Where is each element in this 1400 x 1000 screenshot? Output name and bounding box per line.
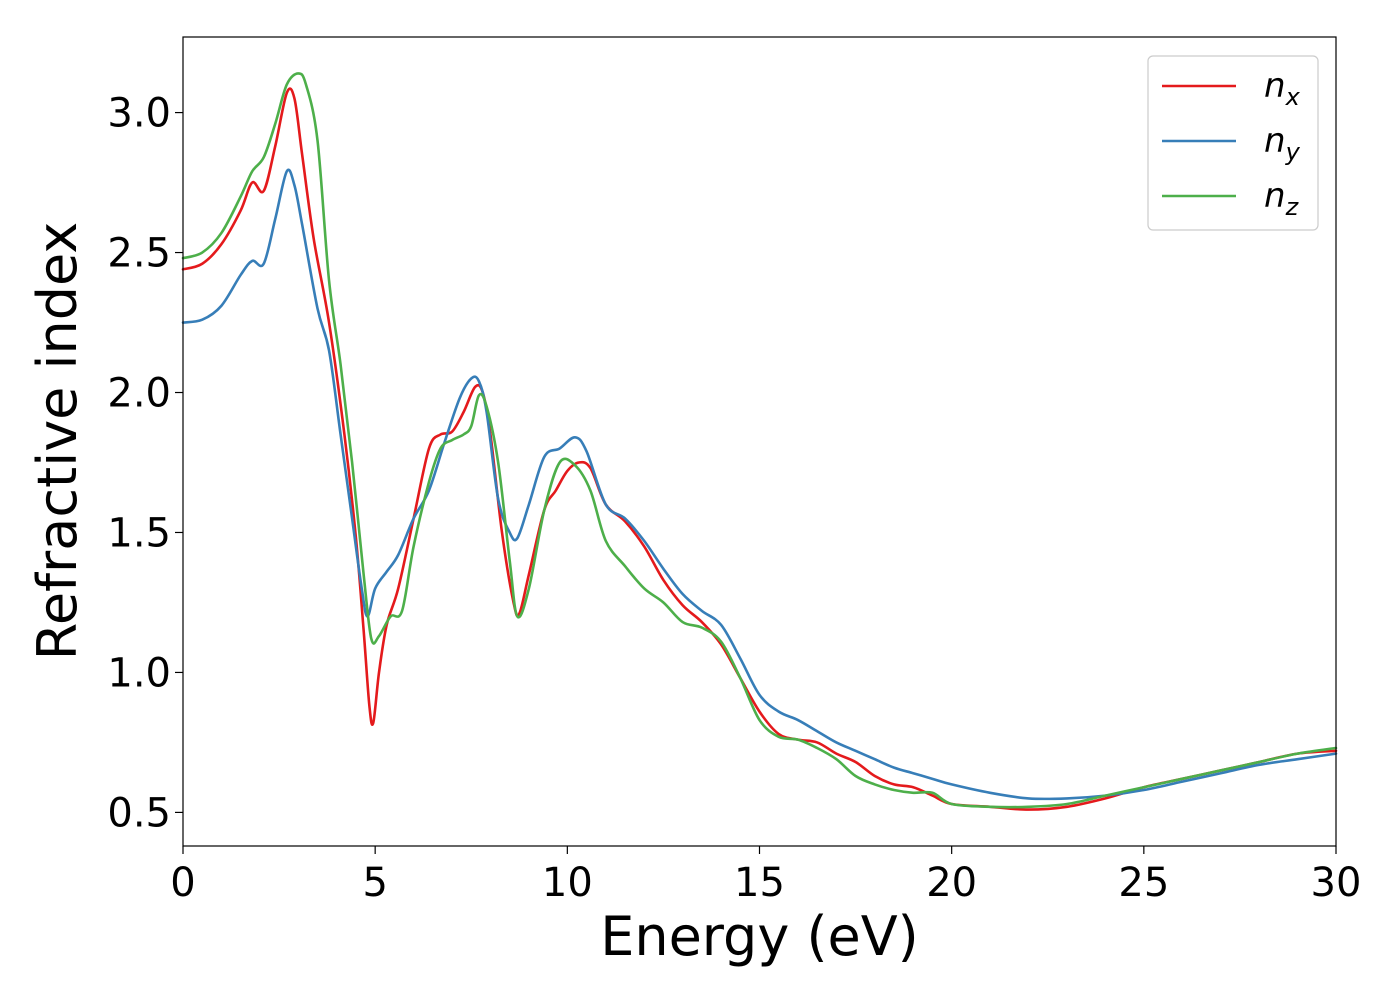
x-tick-label: 20 bbox=[926, 860, 977, 906]
x-tick-label: 0 bbox=[170, 860, 195, 906]
y-axis-label: Refractive index bbox=[26, 222, 89, 661]
y-tick-label: 0.5 bbox=[107, 790, 171, 836]
x-tick-label: 30 bbox=[1311, 860, 1362, 906]
y-tick-label: 2.5 bbox=[107, 231, 171, 277]
y-tick-label: 1.5 bbox=[107, 510, 171, 556]
x-tick-label: 5 bbox=[362, 860, 387, 906]
x-axis-label: Energy (eV) bbox=[600, 905, 919, 968]
y-axis-ticks: 0.5 1.0 1.5 2.0 2.5 3.0 bbox=[107, 91, 183, 836]
series-layer bbox=[181, 72, 1338, 811]
legend-box bbox=[1147, 55, 1319, 231]
x-tick-label: 25 bbox=[1118, 860, 1169, 906]
y-tick-label: 2.0 bbox=[107, 371, 171, 417]
x-tick-label: 10 bbox=[542, 860, 593, 906]
y-tick-label: 3.0 bbox=[107, 91, 171, 137]
x-axis-ticks: 0 5 10 15 20 25 30 bbox=[170, 846, 1361, 906]
series-line-nz bbox=[181, 72, 1338, 809]
series-line-ny bbox=[181, 168, 1338, 801]
x-tick-label: 15 bbox=[734, 860, 785, 906]
y-tick-label: 1.0 bbox=[107, 650, 171, 696]
